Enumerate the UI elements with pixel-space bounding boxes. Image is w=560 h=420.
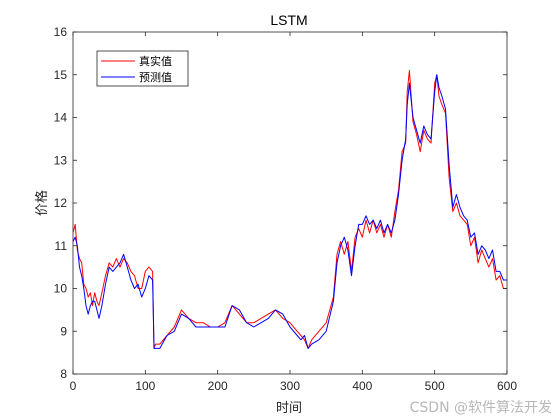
y-axis-label: 价格 (34, 190, 50, 216)
x-axis-label: 时间 (276, 401, 302, 416)
x-tick-label: 200 (208, 379, 228, 393)
y-tick-label: 15 (54, 68, 68, 82)
x-tick-label: 600 (497, 379, 517, 393)
y-tick-label: 13 (54, 153, 68, 167)
x-tick-label: 100 (135, 379, 155, 393)
y-tick-label: 9 (60, 324, 67, 338)
y-tick-label: 16 (54, 25, 68, 39)
y-tick-label: 12 (54, 196, 68, 210)
legend: 真实值 预测值 (96, 50, 189, 87)
chart-title: LSTM (270, 12, 307, 28)
x-tick-label: 0 (70, 379, 77, 393)
x-tick-label: 500 (425, 379, 445, 393)
series-line-predicted (72, 74, 507, 349)
y-tick-label: 14 (54, 111, 68, 125)
legend-label-predicted: 预测值 (139, 71, 172, 84)
x-tick-label: 400 (352, 379, 372, 393)
legend-label-real: 真实值 (139, 54, 172, 68)
y-tick-label: 10 (54, 282, 68, 296)
y-tick-label: 8 (60, 367, 67, 381)
watermark: CSDN @软件算法开发 (410, 400, 552, 416)
legend-box (96, 50, 189, 87)
x-tick-label: 300 (280, 379, 300, 393)
y-tick-label: 11 (55, 239, 68, 253)
